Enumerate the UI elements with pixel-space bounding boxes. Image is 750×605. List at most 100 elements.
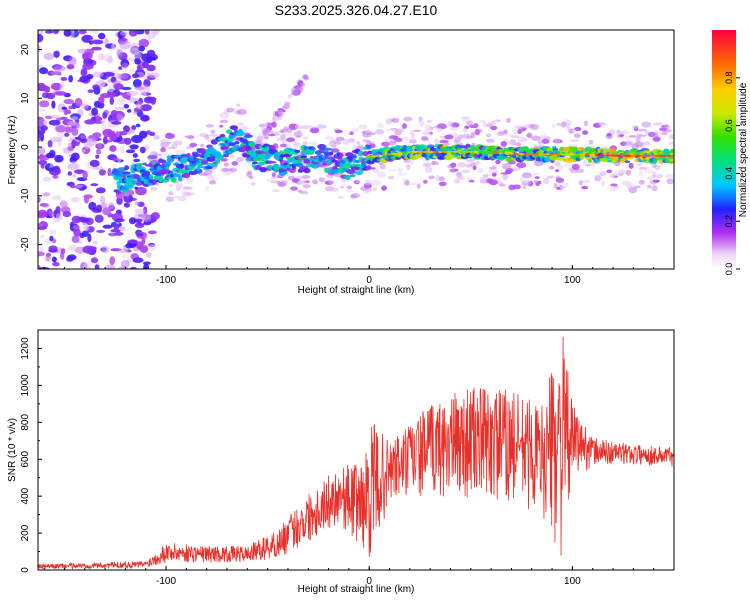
spectrogram-y-tick-label: -10 (20, 188, 31, 203)
spectrogram-cell (402, 151, 408, 154)
spectrogram-cell (447, 121, 454, 127)
spectrogram-cell (652, 158, 658, 165)
spectrogram-cell (219, 119, 229, 123)
spectrogram-cell (531, 135, 541, 141)
spectrogram-cell (625, 169, 631, 176)
spectrogram-cell (124, 137, 132, 145)
spectrogram-cell (81, 149, 86, 153)
spectrogram-cell (498, 183, 507, 187)
spectrogram-cell (438, 181, 447, 187)
spectrogram-cell (286, 133, 294, 137)
spectrogram-cell (327, 161, 333, 165)
spectrogram-cell (165, 166, 170, 170)
spectrogram-cell (92, 166, 104, 170)
spectrogram-cell (86, 74, 94, 80)
spectrogram-cell (208, 180, 217, 185)
spectrogram-cell (299, 179, 307, 186)
spectrogram-cell (79, 134, 87, 140)
spectrogram-cell (142, 170, 151, 176)
spectrogram-cell (293, 141, 298, 147)
spectrogram-cell (568, 146, 579, 153)
spectrogram-cell (48, 167, 56, 171)
spectrogram-cell (580, 179, 591, 184)
spectrogram-cell (143, 263, 150, 269)
spectrogram-cell (529, 153, 535, 156)
spectrogram-cell (515, 142, 521, 147)
spectrogram-cell (389, 136, 394, 139)
spectrogram-cell (168, 191, 174, 196)
spectrogram-cell (287, 93, 293, 99)
spectrogram-cell (280, 133, 287, 140)
snr-frame (37, 329, 675, 571)
spectrogram-cell (546, 175, 554, 179)
spectrogram-cell (595, 154, 601, 157)
spectrogram-cell (583, 160, 588, 166)
spectrogram-cell (62, 211, 72, 218)
spectrogram-cell (114, 218, 125, 223)
spectrogram-cell (350, 193, 360, 199)
spectrogram-cell (101, 245, 110, 254)
spectrogram-cell (466, 158, 476, 162)
spectrogram-cell (362, 190, 370, 194)
spectrogram-y-tick-label: 10 (20, 92, 31, 104)
spectrogram-cell (170, 177, 177, 183)
spectrogram-cell (355, 164, 363, 168)
spectrogram-cell (144, 144, 150, 151)
spectrogram-x-ticks: -100 0 100 (43, 265, 675, 286)
spectrogram-cell (51, 195, 62, 201)
spectrogram-cell (332, 168, 340, 174)
spectrogram-cell (234, 141, 240, 145)
spectrogram-cell (129, 144, 139, 150)
colorbar-tick-label: 0.8 (724, 72, 734, 85)
spectrogram-cell (375, 129, 385, 135)
spectrogram-cell (366, 134, 372, 138)
spectrogram-cell (50, 82, 63, 91)
spectrogram-cell (650, 154, 658, 157)
spectrogram-cell (322, 162, 328, 166)
spectrogram-x-tick-label: 0 (366, 275, 372, 286)
spectrogram-cell (641, 121, 652, 128)
snr-x-tick-label: 100 (564, 576, 581, 587)
spectrogram-cell (38, 159, 48, 166)
spectrogram-cell (153, 135, 160, 140)
spectrogram-cell (635, 133, 643, 138)
spectrogram-cell (328, 180, 336, 185)
spectrogram-cell (40, 163, 45, 169)
spectrogram-cell (423, 179, 428, 184)
spectrogram-cell (48, 229, 57, 235)
spectrogram-cell (544, 153, 550, 156)
spectrogram-cell (119, 40, 131, 50)
spectrogram-cell (303, 76, 310, 81)
spectrogram-cell (486, 138, 495, 143)
spectrogram-cell (488, 168, 499, 174)
spectrogram-cell (166, 133, 176, 139)
spectrogram-cell (358, 151, 364, 157)
spectrogram-cell (148, 72, 160, 78)
spectrogram-cell (506, 117, 511, 123)
spectrogram-cell (39, 246, 44, 253)
spectrogram-cell (38, 251, 45, 257)
spectrogram-cell (599, 154, 606, 157)
spectrogram-cell (127, 239, 139, 245)
snr-x-tick-label: 0 (366, 576, 372, 587)
spectrogram-cell (376, 154, 382, 157)
spectrogram-cell (94, 214, 104, 223)
spectrogram-cell (236, 122, 245, 126)
spectrogram-cell (459, 176, 466, 180)
spectrogram-cell (160, 141, 170, 148)
spectrogram-cell (189, 142, 198, 148)
spectrogram-cell (132, 153, 138, 158)
spectrogram-cell (600, 180, 606, 187)
spectrogram-cell (621, 180, 632, 186)
spectrogram-cell (652, 179, 660, 183)
spectrogram-cell (417, 150, 423, 153)
spectrogram-cell (358, 144, 364, 151)
spectrogram-cell (38, 196, 41, 203)
spectrogram-cell (661, 131, 668, 136)
spectrogram-cell (38, 223, 43, 228)
spectrogram-cell (109, 145, 117, 152)
spectrogram-cell (63, 30, 72, 37)
spectrogram-cell (299, 190, 309, 195)
spectrogram-cell (330, 187, 339, 193)
